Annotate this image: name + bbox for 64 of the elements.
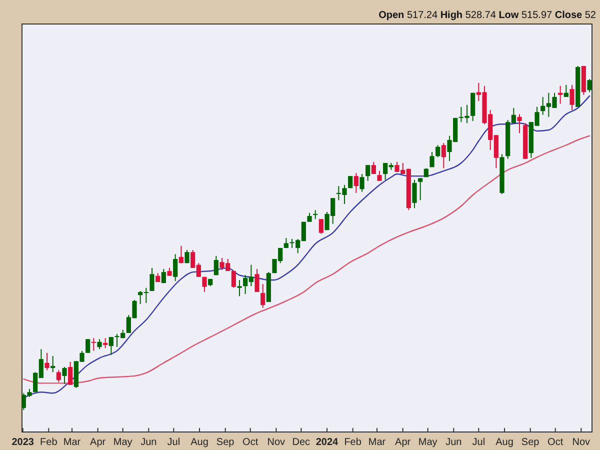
x-tick-label: Mar [63, 437, 82, 448]
candlestick [348, 176, 353, 189]
candlestick [412, 179, 417, 209]
x-tick-label: Oct [548, 437, 564, 448]
candlestick [430, 152, 434, 168]
candlestick [470, 92, 476, 122]
candlestick [68, 361, 73, 386]
candlestick [318, 218, 324, 234]
x-tick-label: Feb [344, 437, 362, 448]
x-tick-label: 2024 [316, 437, 339, 448]
candlestick [354, 172, 358, 194]
candlestick [214, 255, 218, 276]
candlestick [62, 366, 67, 384]
x-tick-label: Aug [496, 437, 514, 448]
x-tick-label: Apr [90, 437, 106, 448]
text: Open 517.24 High 528.74 Low 515.97 Close 52 [378, 10, 596, 21]
candlestick [178, 245, 184, 264]
x-tick-label: 2023 [12, 437, 34, 448]
candlestick [517, 114, 522, 134]
candlestick [150, 267, 154, 292]
candlestick [108, 336, 114, 356]
candlestick [371, 161, 376, 175]
candlestick [91, 338, 96, 352]
candlestick [284, 238, 288, 248]
x-tick-label: Jun [140, 437, 157, 448]
x-tick-label: Jul [472, 437, 486, 448]
candlestick [587, 78, 592, 93]
candlestick [44, 352, 50, 371]
x-tick-label: Nov [572, 437, 590, 448]
x-tick-label: Jul [167, 437, 180, 448]
candlestick [202, 276, 207, 293]
candlestick [50, 355, 56, 373]
candlestick [441, 142, 446, 169]
x-tick-label: Apr [395, 437, 412, 448]
candlestick [237, 279, 242, 297]
candlestick [231, 270, 236, 288]
candlestick [103, 338, 108, 349]
x-tick-label: Oct [242, 437, 258, 448]
candlestick [570, 84, 574, 111]
x-tick-label: May [113, 437, 132, 448]
x-tick-label: Sep [216, 437, 235, 448]
x-tick-label: Aug [190, 437, 208, 448]
candlestick [360, 174, 364, 192]
candlestick [86, 338, 90, 354]
candlestick [161, 268, 166, 284]
candlestick [564, 84, 568, 98]
candlestick [366, 164, 370, 182]
x-tick-label: Jun [446, 437, 462, 448]
candlestick [418, 178, 423, 201]
x-tick-label: May [418, 437, 438, 448]
candlestick [56, 370, 61, 383]
x-tick-label: Sep [521, 437, 540, 448]
x-tick-label: Feb [40, 437, 58, 448]
candlestick [260, 284, 266, 308]
x-tick-label: Mar [368, 437, 386, 448]
candlestick [254, 268, 260, 293]
x-tick-label: Dec [292, 437, 310, 448]
candlestick [173, 254, 178, 282]
candlestick [184, 250, 190, 264]
candlestick [377, 170, 382, 182]
candlestick [97, 338, 102, 350]
candlestick [436, 144, 440, 158]
candlestick [558, 85, 563, 104]
x-tick-label: Nov [267, 437, 286, 448]
